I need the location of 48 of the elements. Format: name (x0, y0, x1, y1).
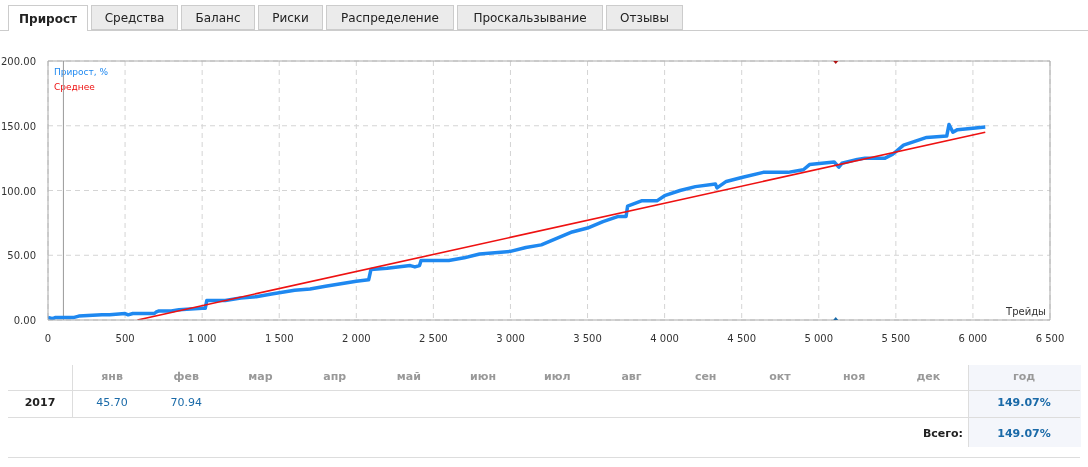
text: 70.94 (169, 396, 204, 409)
x-tick-label: 6 500 (1035, 333, 1065, 344)
x-tick-label: 2 000 (341, 333, 371, 344)
x-tick-label: 3 500 (573, 333, 602, 344)
x-tick-label: 4 000 (650, 333, 679, 344)
text: апр (322, 370, 348, 383)
text: сен (693, 370, 718, 383)
text: Отзывы (606, 5, 683, 30)
y-tick-label: 200.00 (1, 56, 36, 67)
y-tick-label: 150.00 (1, 120, 36, 132)
text: Прирост (8, 5, 88, 31)
text: 149.07% (996, 396, 1052, 409)
y-tick-label: 100.00 (1, 185, 36, 197)
text: янв (100, 370, 124, 383)
text: Риски (258, 5, 323, 30)
text: июл (543, 370, 572, 383)
x-tick-label: 500 (115, 333, 135, 344)
x-tick-label: 2 500 (419, 333, 448, 344)
y-tick-label: 0.00 (13, 315, 36, 326)
text: авг (620, 370, 643, 383)
text: мар (247, 370, 274, 383)
text: Проскальзывание (457, 5, 603, 30)
text: Баланс (181, 5, 255, 30)
text: Распределение (326, 5, 454, 30)
text: 149.07% (996, 427, 1052, 440)
x-tick-label: 4 500 (727, 333, 757, 344)
text: 2017 (23, 396, 57, 409)
text: июн (469, 370, 498, 383)
text: фев (172, 370, 200, 383)
x-axis-title: Трейды (1005, 306, 1046, 317)
text: ноя (841, 370, 867, 383)
text: Среднее (54, 81, 96, 94)
x-tick-label: 0 (44, 333, 52, 344)
x-tick-label: 3 000 (496, 333, 525, 344)
x-tick-label: 5 000 (804, 333, 834, 344)
x-tick-label: 1 500 (264, 333, 294, 344)
text: Средства (91, 5, 178, 30)
text: окт (768, 370, 792, 383)
x-tick-label: 6 000 (958, 333, 988, 344)
text: Всего: (921, 427, 963, 440)
text: 45.70 (95, 396, 129, 409)
x-tick-label: 1 000 (187, 333, 217, 344)
x-tick-label: 5 500 (881, 333, 911, 344)
text: дек (915, 370, 942, 383)
text: Прирост, % (54, 66, 109, 79)
y-tick-label: 50.00 (7, 250, 36, 262)
text: май (395, 370, 422, 383)
text: год (1011, 370, 1037, 383)
